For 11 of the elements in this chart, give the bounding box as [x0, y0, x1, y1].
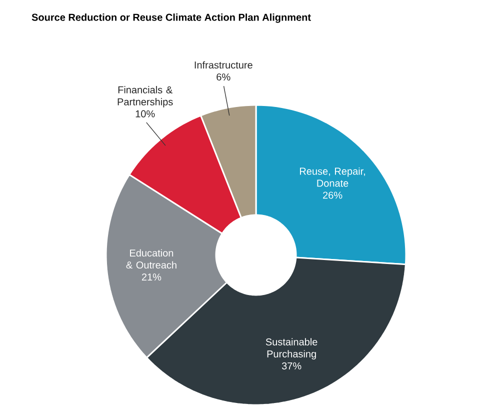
data-label: 21% — [142, 273, 162, 281]
data-label: 37% — [282, 362, 302, 370]
data-label: 26% — [323, 192, 342, 199]
chart-title: Source Reduction or Reuse Climate Action Plan Alignment — [32, 14, 311, 23]
slice-label: Education & Outreach — [126, 249, 176, 269]
data-label: 10% — [136, 110, 155, 118]
slice-label: Reuse, Repair, Donate — [300, 167, 365, 187]
slice-label: Infrastructure — [194, 61, 252, 69]
data-label: 6% — [216, 73, 230, 81]
slice-label: Financials & Partnerships — [118, 86, 173, 108]
slice-label: Sustainable Purchasing — [266, 338, 318, 360]
